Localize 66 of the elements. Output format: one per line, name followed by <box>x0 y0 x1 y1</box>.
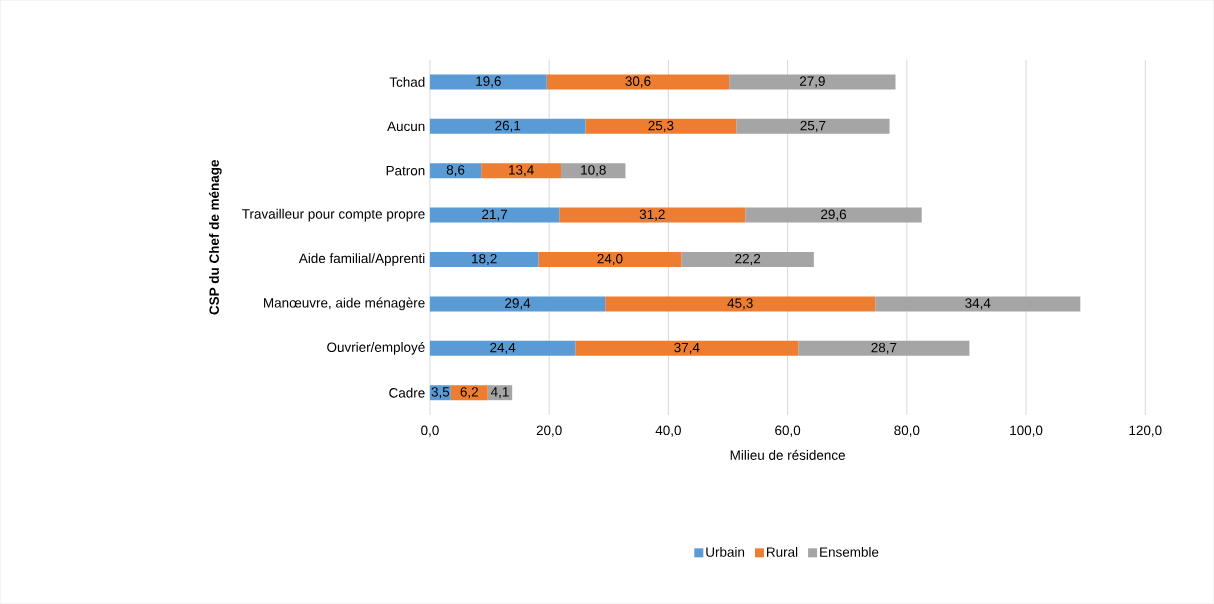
bar <box>798 340 970 356</box>
y-tick-label: Tchad <box>389 77 425 88</box>
y-tick-label: Travailleur pour compte propre <box>242 209 425 222</box>
bar <box>429 163 482 179</box>
data-label: 29,4 <box>505 298 531 310</box>
data-label: 37,4 <box>674 342 700 355</box>
y-tick-label: Cadre <box>389 387 425 398</box>
data-label: 18,2 <box>472 254 497 266</box>
y-tick-label: Aide familial/Apprenti <box>298 253 425 266</box>
x-tick-label: 0,0 <box>421 425 439 437</box>
bar <box>546 74 730 90</box>
y-axis-title: CSP du Chef de ménage <box>208 160 222 315</box>
data-label: 45,3 <box>727 298 753 310</box>
bar <box>585 118 737 134</box>
y-tick-label: Ouvrier/employé <box>327 342 425 355</box>
bar <box>875 296 1081 312</box>
data-label: 25,7 <box>800 120 826 133</box>
data-label: 10,8 <box>581 165 606 177</box>
data-label: 8,6 <box>446 165 465 177</box>
bar <box>429 252 539 268</box>
x-tick-label: 20,0 <box>536 425 562 437</box>
legend-label: Rural <box>767 547 798 557</box>
data-label: 27,9 <box>799 76 825 88</box>
data-label: 22,2 <box>735 254 761 266</box>
data-label: 29,6 <box>821 209 847 221</box>
bar <box>561 163 626 179</box>
x-tick-label: 60,0 <box>775 425 801 437</box>
data-label: 21,7 <box>482 209 508 221</box>
data-label: 13,4 <box>509 165 534 177</box>
data-label: 25,3 <box>648 120 674 133</box>
y-tick-label: Manœuvre, aide ménagère <box>264 297 425 311</box>
bar <box>429 340 576 356</box>
bar <box>745 207 922 223</box>
x-tick-label: 120,0 <box>1129 425 1162 437</box>
x-tick-label: 40,0 <box>655 425 681 437</box>
bar <box>538 252 682 268</box>
data-label: 26,1 <box>495 120 521 133</box>
bar <box>429 74 547 90</box>
legend-label: Urbain <box>706 547 745 557</box>
bar <box>605 296 876 312</box>
data-label: 3,5 <box>431 387 450 399</box>
bar <box>481 163 562 179</box>
x-tick-label: 80,0 <box>894 425 920 437</box>
y-tick-label: Aucun <box>387 121 425 132</box>
data-label: 19,6 <box>476 76 501 88</box>
bar <box>681 252 814 268</box>
data-label: 6,2 <box>460 387 478 399</box>
x-axis-title: Milieu de résidence <box>730 450 845 461</box>
data-label: 28,7 <box>871 342 897 355</box>
data-label: 4,1 <box>490 387 509 399</box>
bar <box>429 118 586 134</box>
bar <box>450 385 488 401</box>
x-tick-label: 100,0 <box>1010 425 1043 437</box>
bar <box>429 207 560 223</box>
y-tick-label: Patron <box>386 166 425 176</box>
data-label: 31,2 <box>639 209 665 221</box>
bar <box>559 207 746 223</box>
data-label: 34,4 <box>965 298 991 310</box>
legend-label: Ensemble <box>820 547 879 557</box>
bar <box>736 118 890 134</box>
data-label: 24,4 <box>490 342 516 355</box>
bar <box>429 296 606 312</box>
data-label: 24,0 <box>597 254 623 266</box>
bar <box>575 340 799 356</box>
data-label: 30,6 <box>625 76 651 88</box>
bar <box>729 74 896 90</box>
